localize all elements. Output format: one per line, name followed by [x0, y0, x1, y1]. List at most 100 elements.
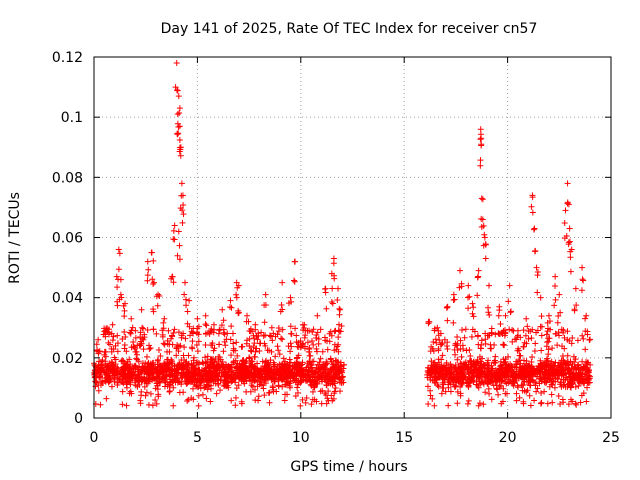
data-point — [114, 332, 121, 339]
data-point — [241, 380, 248, 387]
data-point — [184, 398, 191, 405]
data-point — [439, 379, 446, 386]
data-point — [485, 309, 492, 316]
data-point — [247, 359, 254, 366]
data-point — [522, 332, 529, 339]
data-point — [139, 367, 146, 374]
data-point — [505, 353, 512, 360]
data-point — [157, 378, 164, 385]
data-point — [122, 374, 129, 381]
data-point — [475, 402, 482, 409]
data-point — [168, 379, 175, 386]
chart-title: Day 141 of 2025, Rate Of TEC Index for r… — [161, 21, 538, 37]
data-point — [193, 382, 200, 389]
data-point — [460, 372, 467, 379]
data-point — [238, 343, 245, 350]
data-point — [523, 315, 530, 322]
data-point — [168, 275, 175, 282]
data-point — [560, 399, 567, 406]
data-point — [435, 383, 442, 390]
data-point — [526, 392, 533, 399]
data-point — [545, 312, 552, 319]
data-point — [140, 346, 147, 353]
data-point — [489, 376, 496, 383]
data-point — [569, 398, 576, 405]
data-point — [116, 296, 123, 303]
data-point — [170, 384, 177, 391]
data-point — [119, 388, 126, 395]
data-point — [133, 355, 140, 362]
data-point — [450, 319, 457, 326]
data-point — [571, 359, 578, 366]
data-point — [207, 328, 214, 335]
data-point — [332, 371, 339, 378]
data-point — [538, 399, 545, 406]
data-point — [212, 366, 219, 373]
data-point — [323, 305, 330, 312]
data-point — [287, 340, 294, 347]
data-point — [546, 318, 553, 325]
data-point — [104, 324, 111, 331]
data-point — [199, 391, 206, 398]
data-point — [459, 374, 466, 381]
data-point — [235, 382, 242, 389]
data-point — [227, 336, 234, 343]
data-point — [308, 401, 315, 408]
data-point — [120, 302, 127, 309]
data-point — [484, 372, 491, 379]
data-point — [447, 370, 454, 377]
data-point — [121, 364, 128, 371]
data-point — [117, 291, 124, 298]
data-point — [462, 326, 469, 333]
data-point — [178, 357, 185, 364]
data-point — [273, 365, 280, 372]
data-point — [444, 317, 451, 324]
data-point — [147, 344, 154, 351]
data-point — [243, 340, 250, 347]
data-point — [146, 370, 153, 377]
data-point — [105, 363, 112, 370]
data-point — [190, 371, 197, 378]
data-point — [582, 346, 589, 353]
data-point — [158, 368, 165, 375]
data-point — [434, 324, 441, 331]
data-point — [186, 297, 193, 304]
data-point — [143, 353, 150, 360]
data-point — [482, 255, 489, 262]
data-point — [454, 333, 461, 340]
data-point — [143, 389, 150, 396]
data-point — [230, 345, 237, 352]
data-point — [314, 329, 321, 336]
data-point — [262, 342, 269, 349]
data-point — [202, 341, 209, 348]
data-point — [286, 356, 293, 363]
data-point — [311, 384, 318, 391]
data-point — [144, 258, 151, 265]
data-point — [565, 361, 572, 368]
data-point — [103, 369, 110, 376]
data-point — [577, 399, 584, 406]
data-point — [210, 355, 217, 362]
data-point — [149, 368, 156, 375]
data-point — [484, 371, 491, 378]
data-point — [310, 326, 317, 333]
data-point — [115, 366, 122, 373]
data-point — [101, 348, 108, 355]
data-point — [150, 359, 157, 366]
data-point — [579, 276, 586, 283]
data-point — [140, 336, 147, 343]
data-point — [313, 331, 320, 338]
data-point — [476, 400, 483, 407]
data-point — [466, 293, 473, 300]
data-point — [130, 371, 137, 378]
data-point — [194, 348, 201, 355]
data-point — [108, 383, 115, 390]
data-point — [465, 397, 472, 404]
data-point — [313, 398, 320, 405]
data-point — [145, 266, 152, 273]
data-point — [475, 384, 482, 391]
data-point — [262, 291, 269, 298]
data-point — [216, 341, 223, 348]
data-point — [249, 383, 256, 390]
